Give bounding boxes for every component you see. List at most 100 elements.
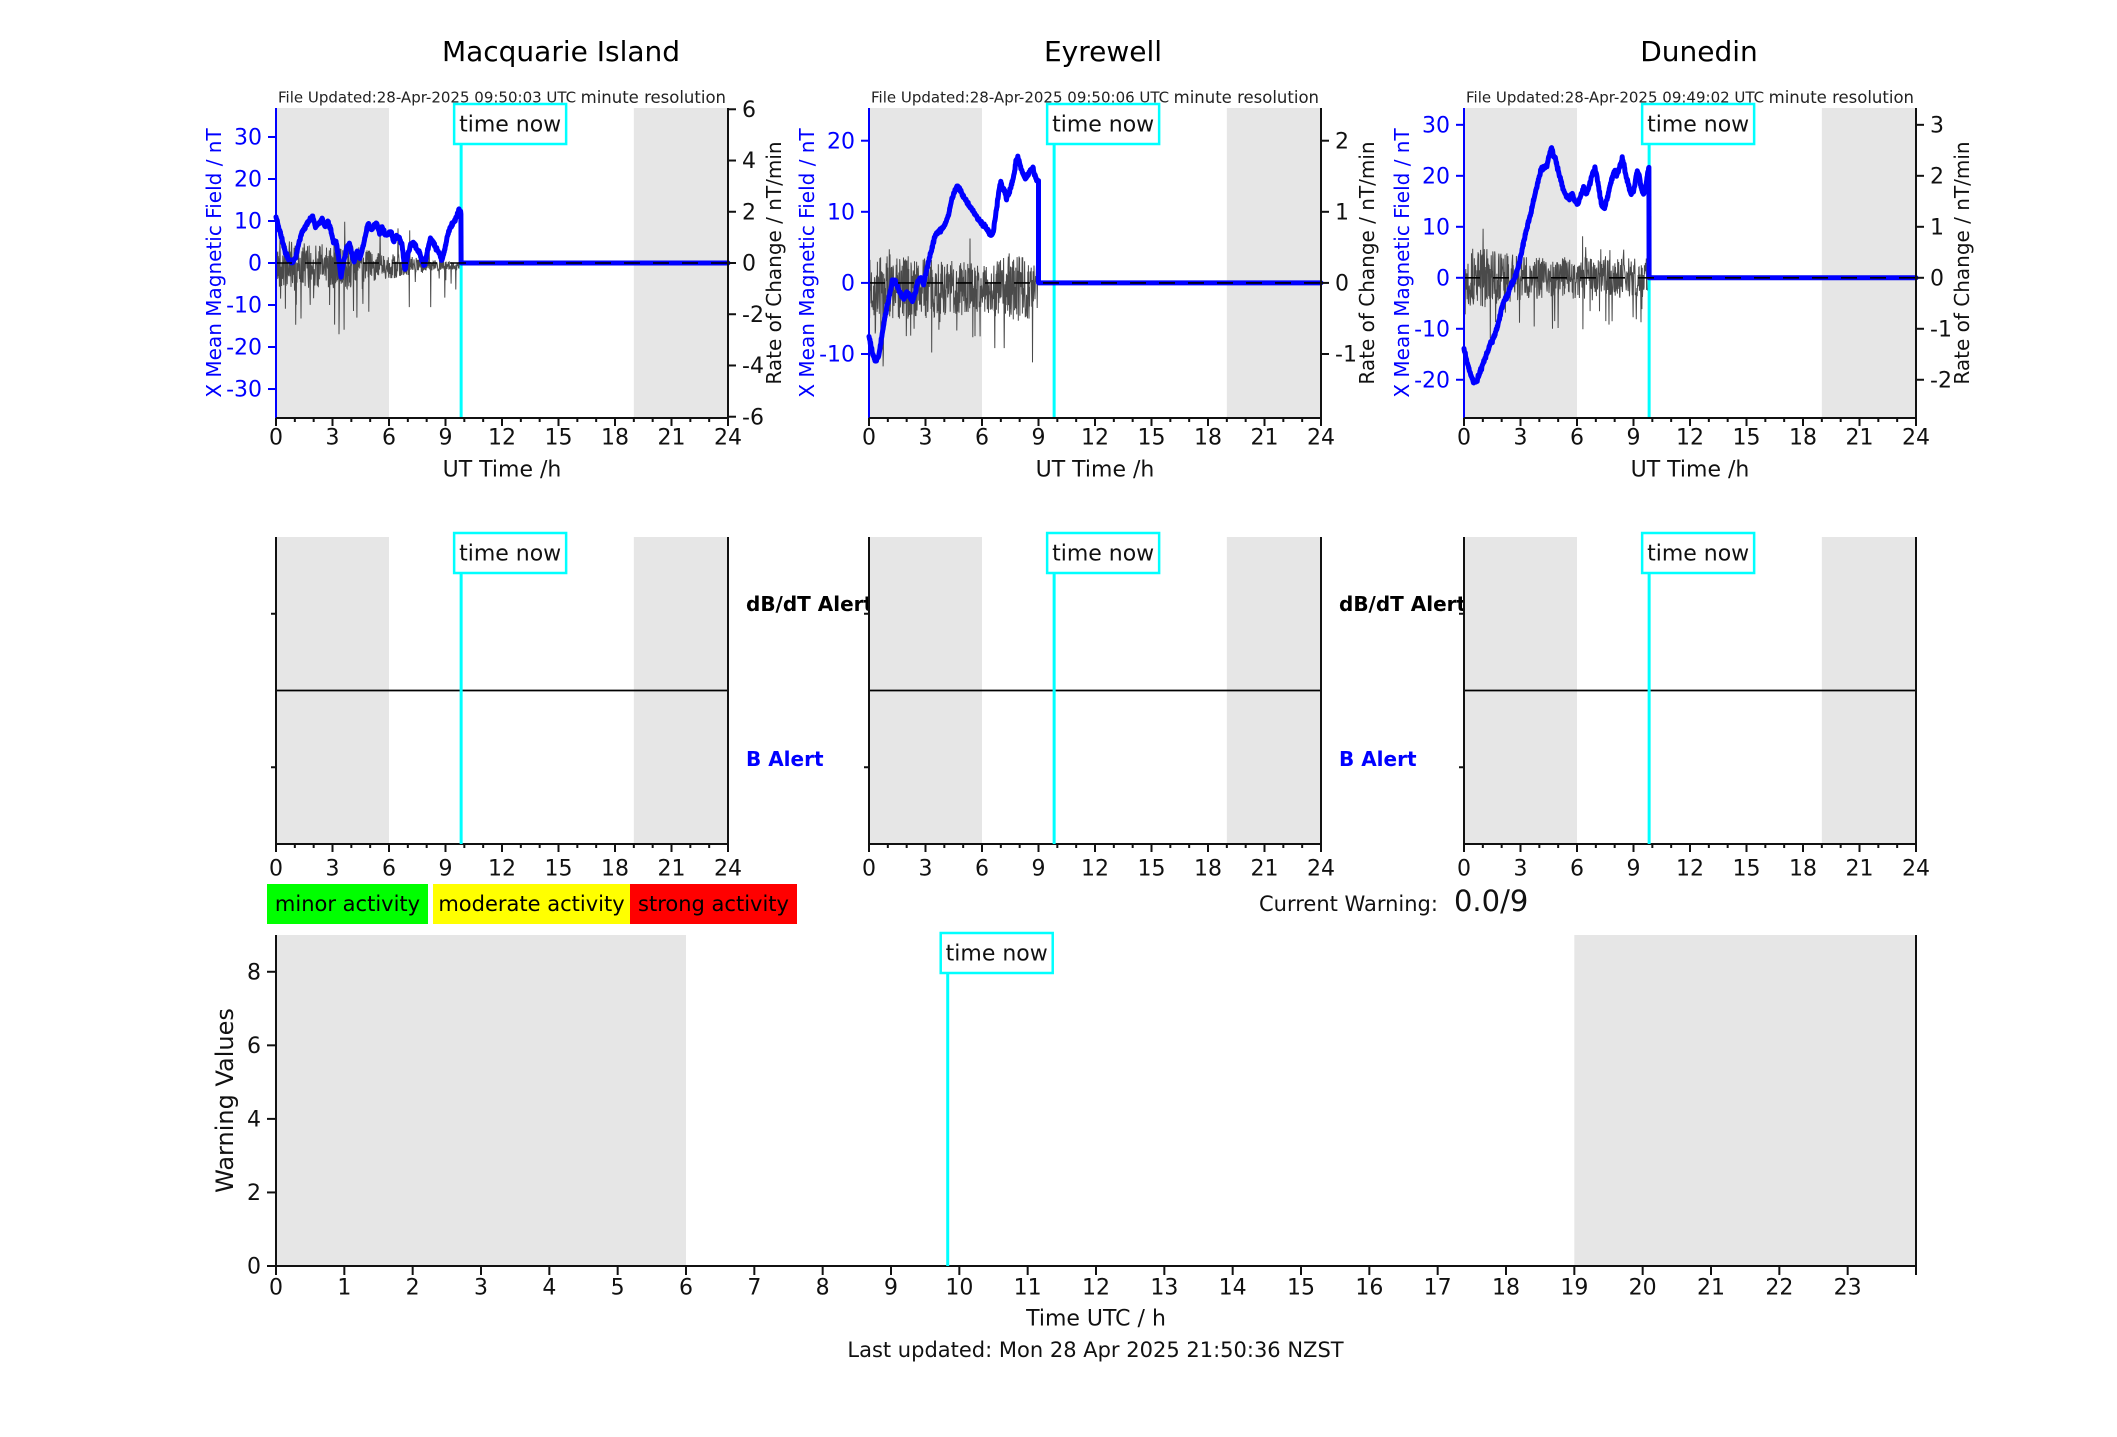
legend-minor-activity: minor activity (267, 884, 428, 924)
x-tick-label: 9 (439, 857, 453, 882)
x-tick-label: 18 (601, 857, 629, 882)
right-tick-label: -6 (742, 405, 764, 430)
x-tick-label: 24 (1307, 857, 1335, 882)
x-tick-label: 12 (1081, 426, 1109, 451)
x-axis-label: UT Time /h (1631, 458, 1750, 483)
chart-macquarie-island-alert: 0 3 6 9 12 15 18 21 24 time now dB/dT Alert B Alert (269, 531, 874, 882)
x-tick-label: 15 (1138, 426, 1166, 451)
y-tick-label: 6 (247, 1034, 261, 1059)
left-tick-label: 10 (1422, 215, 1450, 240)
left-tick-label: -20 (1414, 368, 1450, 393)
night-shading (869, 108, 982, 418)
left-tick-label: 10 (234, 210, 262, 235)
left-tick-label: -10 (819, 343, 855, 368)
x-tick-label: 0 (862, 857, 876, 882)
legend-moderate-activity: moderate activity (433, 884, 630, 924)
time-now-flag (1045, 531, 1161, 575)
x-tick-label: 15 (545, 857, 573, 882)
rate-of-change-trace (869, 238, 1039, 367)
file-updated-note: File Updated:28-Apr-2025 09:50:06 UTC (871, 88, 1169, 106)
left-axis-label: X Mean Magnetic Field / nT (1390, 128, 1414, 398)
left-tick-label: 20 (1422, 165, 1450, 190)
x-tick-label: 19 (1560, 1276, 1588, 1301)
night-shading (1226, 108, 1321, 418)
x-axis-label: UT Time /h (1036, 458, 1155, 483)
x-tick-label: 0 (862, 426, 876, 451)
time-now-label: time now (1052, 542, 1154, 567)
x-tick-label: 21 (1846, 426, 1874, 451)
x-tick-label: 15 (545, 426, 573, 451)
x-tick-label: 0 (1457, 426, 1471, 451)
x-tick-label: 15 (1287, 1276, 1315, 1301)
y-tick-label: 4 (247, 1108, 261, 1133)
time-now-flag (452, 531, 568, 575)
x-tick-label: 12 (1676, 426, 1704, 451)
chart-eyrewell-alert: 0 3 6 9 12 15 18 21 24 time now dB/dT Alert B Alert (862, 531, 1467, 882)
right-axis-label: Rate of Change / nT/min (1950, 141, 1974, 384)
x-tick-label: 0 (269, 857, 283, 882)
x-tick-label: 11 (1014, 1276, 1042, 1301)
right-tick-label: 2 (1335, 129, 1349, 154)
station-title: Dunedin (1640, 35, 1758, 68)
x-tick-label: 12 (488, 857, 516, 882)
legend-minor-activity-label: minor activity (274, 892, 421, 916)
time-now-label: time now (1647, 542, 1749, 567)
time-now-flag (939, 931, 1054, 975)
station-title: Eyrewell (1044, 35, 1162, 68)
chart-dunedin-alert: 0 3 6 9 12 15 18 21 24 time now (1457, 531, 1930, 882)
x-tick-label: 21 (1846, 857, 1874, 882)
x-tick-label: 23 (1834, 1276, 1862, 1301)
x-tick-label: 9 (884, 1276, 898, 1301)
x-tick-label: 0 (269, 1276, 283, 1301)
x-tick-label: 24 (1307, 426, 1335, 451)
x-tick-label: 0 (269, 426, 283, 451)
station-title: Macquarie Island (442, 35, 680, 68)
x-tick-label: 18 (601, 426, 629, 451)
magnetic-field-trace (1461, 145, 1919, 386)
night-shading (1821, 108, 1916, 418)
left-tick-label: 0 (1436, 266, 1450, 291)
time-now-label: time now (1647, 113, 1749, 138)
time-now-flag (1640, 102, 1756, 146)
dbdt-alert-label: dB/dT Alert (1339, 592, 1467, 616)
x-tick-label: 15 (1733, 426, 1761, 451)
x-tick-label: 3 (1514, 857, 1528, 882)
x-tick-label: 6 (1570, 857, 1584, 882)
x-tick-label: 1 (337, 1276, 351, 1301)
time-now-label: time now (946, 942, 1048, 967)
x-tick-label: 6 (679, 1276, 693, 1301)
right-tick-label: -1 (1335, 343, 1357, 368)
x-tick-label: 22 (1765, 1276, 1793, 1301)
night-shading (1574, 935, 1916, 1266)
current-warning-value: 0.0/9 (1453, 884, 1529, 918)
x-tick-label: 13 (1150, 1276, 1178, 1301)
left-tick-label: 30 (234, 126, 262, 151)
time-now-label: time now (459, 113, 561, 138)
y-tick-label: 8 (247, 960, 261, 985)
y-tick-label: 2 (247, 1181, 261, 1206)
left-tick-label: 0 (248, 252, 262, 277)
x-tick-label: 9 (439, 426, 453, 451)
resolution-note: minute resolution (1174, 88, 1319, 107)
x-tick-label: 3 (474, 1276, 488, 1301)
resolution-note: minute resolution (1769, 88, 1914, 107)
x-axis-label: UT Time /h (443, 458, 562, 483)
right-tick-label: -4 (742, 354, 764, 379)
right-tick-label: 2 (742, 200, 756, 225)
x-tick-label: 17 (1424, 1276, 1452, 1301)
x-tick-label: 6 (1570, 426, 1584, 451)
right-tick-label: 3 (1930, 114, 1944, 139)
rate-of-change-trace (276, 221, 461, 335)
x-tick-label: 21 (658, 857, 686, 882)
x-tick-label: 18 (1789, 426, 1817, 451)
left-axis-label: X Mean Magnetic Field / nT (202, 128, 226, 398)
x-tick-label: 9 (1032, 857, 1046, 882)
x-tick-label: 12 (1081, 857, 1109, 882)
right-tick-label: 0 (1930, 266, 1944, 291)
file-updated-note: File Updated:28-Apr-2025 09:49:02 UTC (1466, 88, 1764, 106)
right-tick-label: 1 (1335, 201, 1349, 226)
x-tick-label: 9 (1032, 426, 1046, 451)
right-tick-label: 6 (742, 98, 756, 123)
